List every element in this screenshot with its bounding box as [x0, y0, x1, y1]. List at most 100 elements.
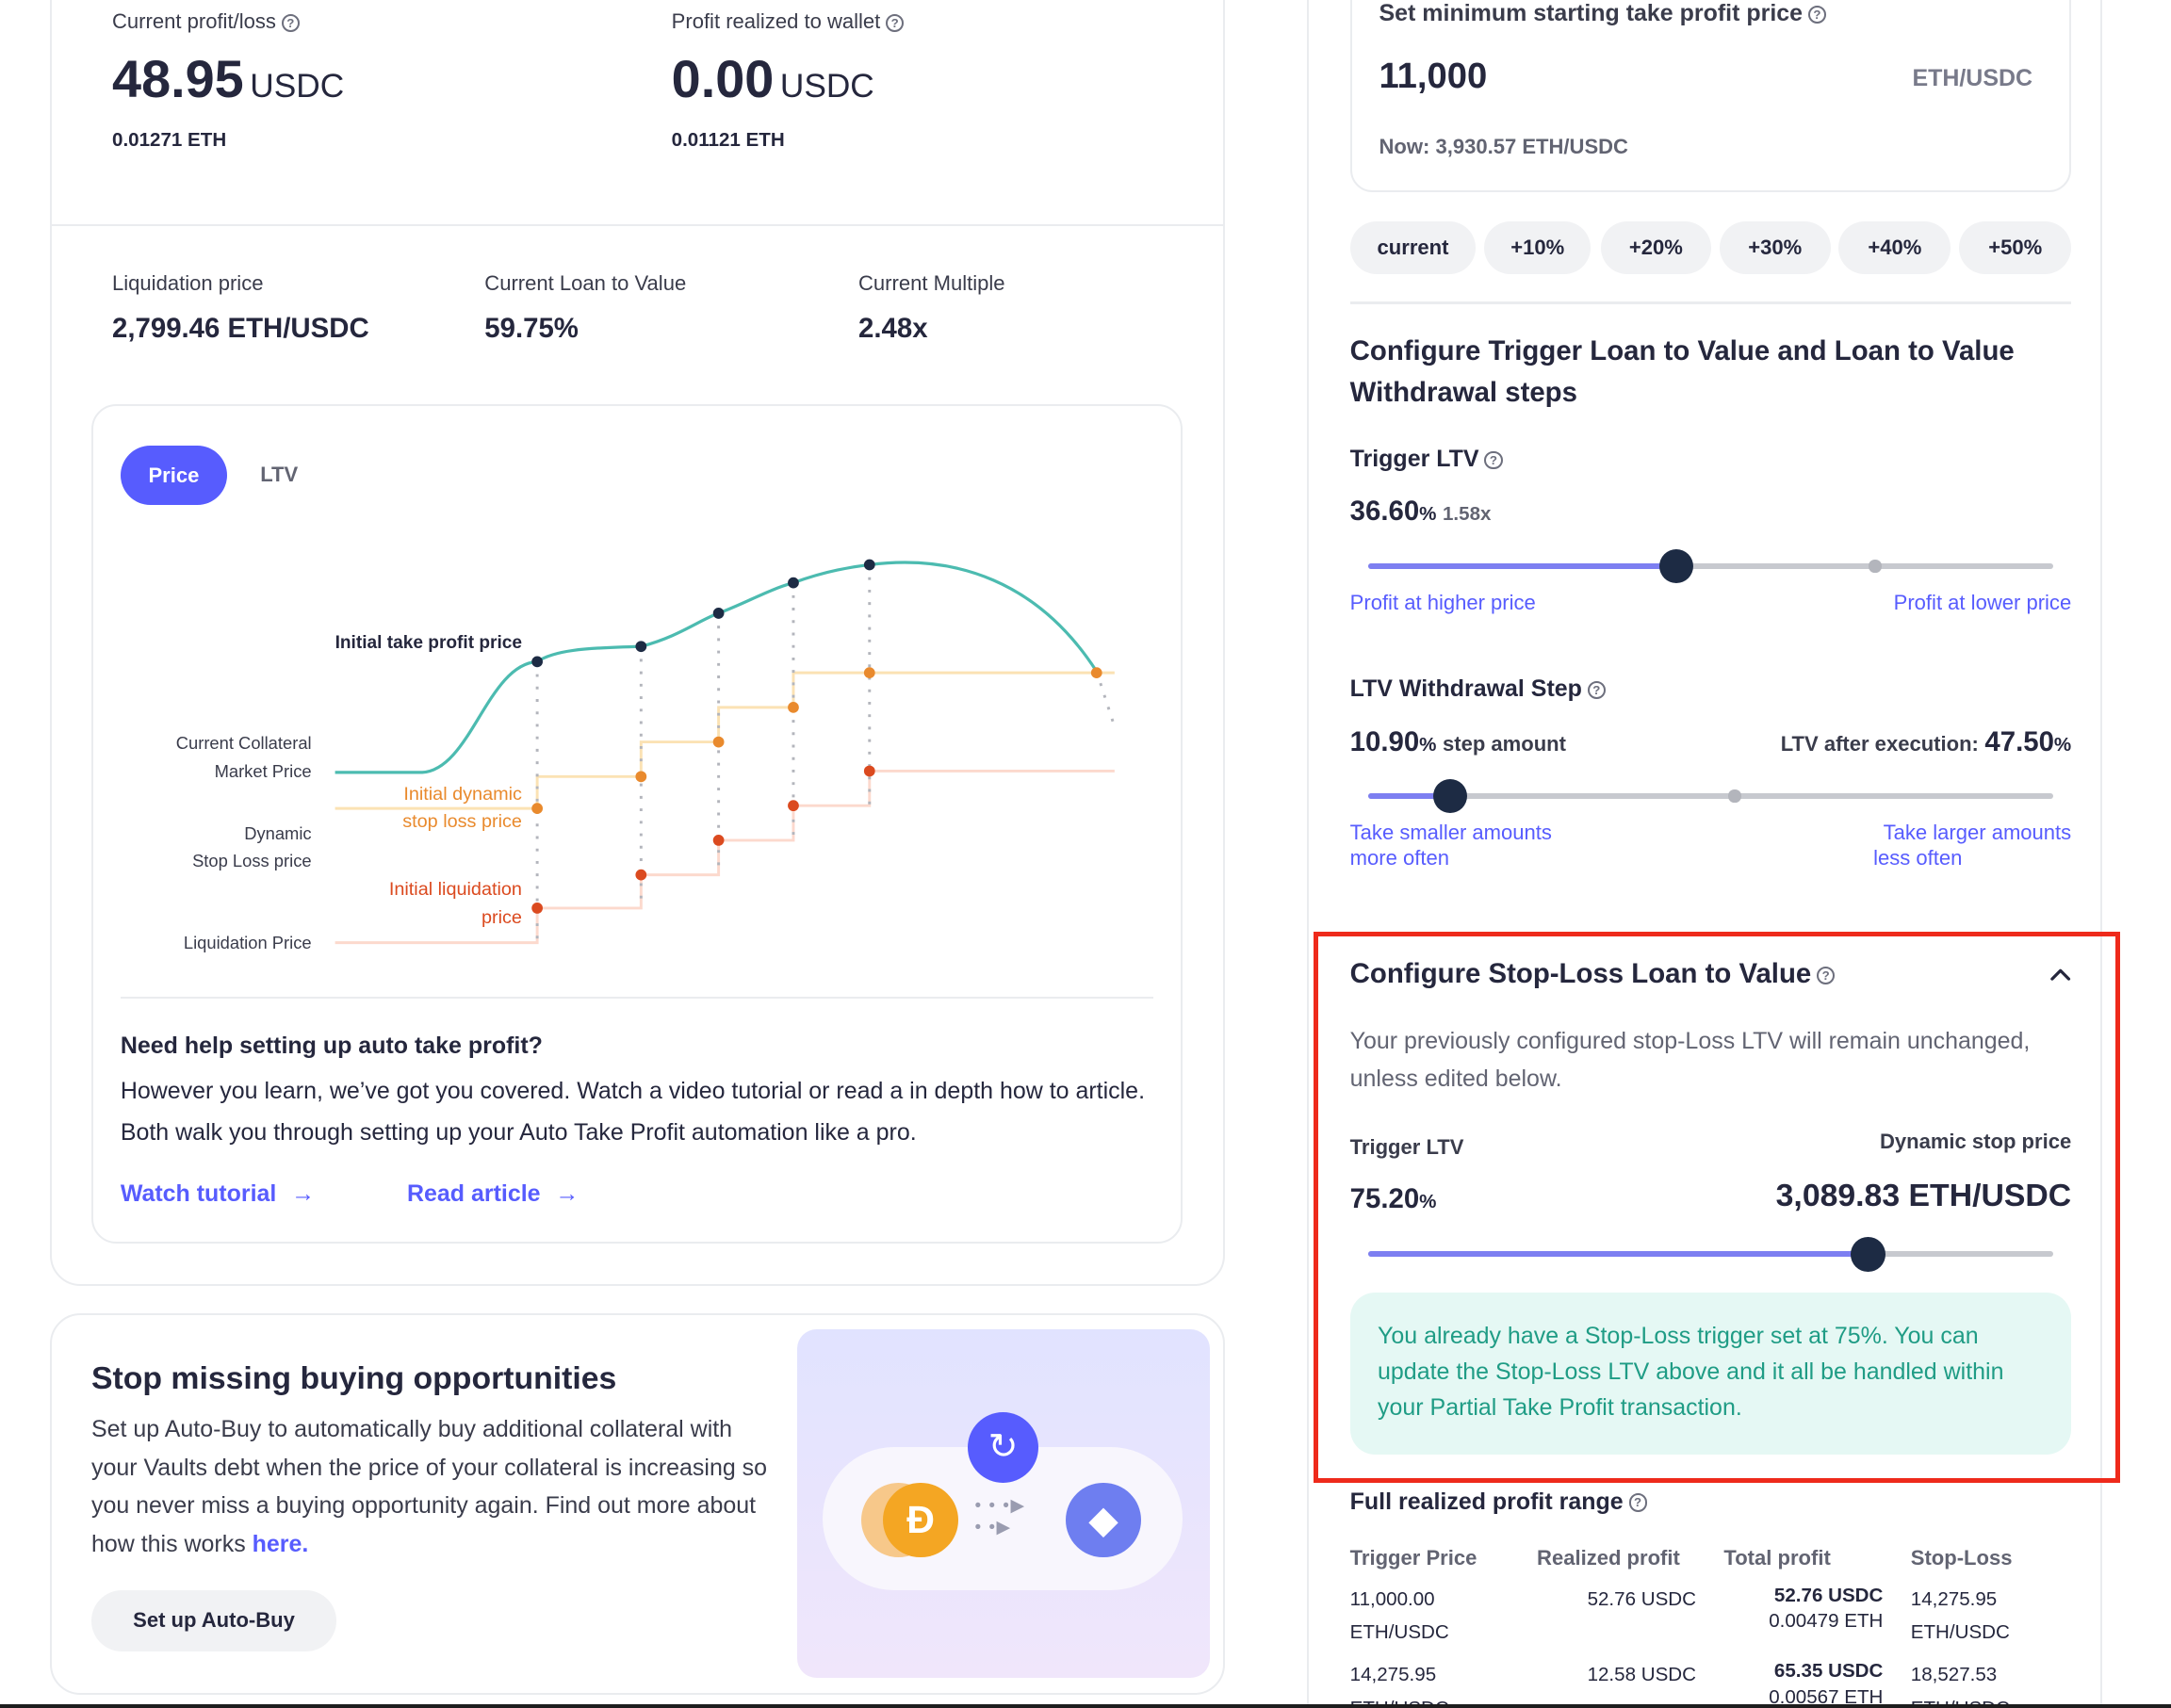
autobuy-body-text: Set up Auto-Buy to automatically buy add…: [90, 1416, 768, 1557]
liquidation-value: 2,799.46 ETH/USDC: [112, 312, 369, 344]
help-icon[interactable]: ?: [1817, 966, 1836, 984]
ltv-step-number: 10.90: [1349, 726, 1420, 758]
multiple-label: Current Multiple: [858, 271, 1005, 295]
row-stop-loss-line1: 14,275.95: [1910, 1587, 1998, 1610]
take-profit-price-pair: ETH/USDC: [1912, 65, 2033, 92]
take-profit-diagram: [335, 559, 1117, 945]
trigger-ltv-label: Trigger LTV?: [1350, 446, 1503, 473]
liquidation-stat: Liquidation price 2,799.46 ETH/USDC: [112, 271, 369, 345]
row-trigger-price-line2: ETH/USDC: [1350, 1692, 1449, 1708]
help-icon[interactable]: ?: [1807, 5, 1827, 24]
setup-autobuy-button[interactable]: Set up Auto-Buy: [90, 1590, 337, 1651]
help-icon[interactable]: ?: [1628, 1493, 1647, 1512]
arrow-right-icon: →: [291, 1180, 316, 1208]
ltv-step-slider[interactable]: [1367, 778, 2054, 814]
trigger-ltv-value: 36.60% 1.58x: [1350, 496, 1492, 528]
refresh-icon: ↻: [968, 1411, 1039, 1483]
larger-amounts-line1: Take larger amounts: [1883, 821, 2072, 845]
preset-plus-40[interactable]: +40%: [1838, 221, 1951, 274]
ltv-step-sub: step amount: [1443, 732, 1566, 756]
dynamic-stop-value: 3,089.83 ETH/USDC: [1775, 1178, 2072, 1214]
preset-current[interactable]: current: [1349, 221, 1477, 274]
card-divider: [51, 224, 1224, 227]
help-icon[interactable]: ?: [1484, 451, 1503, 470]
right-panel-border: [1307, 0, 1310, 1708]
section-divider: [1349, 301, 2072, 304]
preset-plus-10[interactable]: +10%: [1484, 221, 1592, 274]
row-stop-loss: 18,527.53 ETH/USDC: [1911, 1658, 2010, 1708]
row-trigger-price: 14,275.95 ETH/USDC: [1350, 1658, 1449, 1708]
take-profit-markers: [531, 559, 875, 668]
autobuy-illustration: ↻ Ð • • •▶ • •▶ ◆: [797, 1328, 1211, 1678]
row-stop-loss-line2: ETH/USDC: [1910, 1620, 2010, 1643]
read-article-link[interactable]: Read article →: [407, 1180, 579, 1208]
ltv-label: Current Loan to Value: [484, 271, 687, 295]
arrow-right-icon: →: [555, 1180, 579, 1208]
ltv-step-label: LTV Withdrawal Step?: [1350, 675, 1606, 703]
label-dynamic-stop-line2: stop loss price: [402, 811, 522, 833]
trigger-ltv-label-text: Trigger LTV: [1349, 446, 1479, 473]
profit-realized-unit: USDC: [779, 67, 874, 105]
label-dynamic-stop: Initial dynamic stop loss price: [321, 781, 522, 837]
smaller-amounts-line1: Take smaller amounts: [1349, 821, 1552, 845]
larger-amounts-line2: less often: [1873, 845, 1963, 870]
larger-amounts-label: Take larger amounts less often: [1841, 821, 2071, 870]
label-collateral: Current Collateral Market Price: [111, 729, 312, 785]
preset-plus-30[interactable]: +30%: [1719, 221, 1831, 274]
ltv-after-label: LTV after execution:: [1780, 732, 1979, 756]
transfer-arrow-icon: • • •▶ • •▶: [974, 1495, 1026, 1538]
ltv-step-value: 10.90% step amount: [1350, 726, 1566, 758]
trigger-ltv-multiple: 1.58x: [1443, 503, 1492, 526]
ltv-step-label-text: LTV Withdrawal Step: [1349, 675, 1582, 703]
tab-price[interactable]: Price: [120, 446, 227, 506]
row-total-profit: 65.35 USDC 0.00567 ETH: [1723, 1658, 1883, 1708]
trigger-ltv-slider-handle[interactable]: [1658, 548, 1694, 584]
stop-loss-slider[interactable]: [1367, 1236, 2054, 1272]
multiple-value: 2.48x: [858, 312, 928, 344]
take-profit-now: Now: 3,930.57 ETH/USDC: [1379, 134, 1628, 158]
row-total-profit-eth: 0.00479 ETH: [1769, 1610, 1884, 1633]
liquidation-markers: [531, 765, 875, 914]
watch-tutorial-label: Watch tutorial: [120, 1180, 277, 1208]
stop-loss-slider-handle[interactable]: [1851, 1236, 1886, 1272]
row-realized-profit: 52.76 USDC: [1587, 1587, 1696, 1610]
label-initial-liquidation: Initial liquidation price: [321, 876, 522, 932]
take-profit-price-label: Set minimum starting take profit price?: [1379, 0, 1827, 27]
watch-tutorial-link[interactable]: Watch tutorial →: [121, 1180, 315, 1208]
stop-loss-title[interactable]: Configure Stop-Loss Loan to Value?: [1350, 958, 1836, 990]
ltv-step-slider-handle[interactable]: [1432, 778, 1468, 814]
take-profit-price-value[interactable]: 11,000: [1379, 55, 1488, 96]
label-liquidation: Liquidation Price: [183, 933, 312, 953]
row-total-profit-usdc: 65.35 USDC: [1773, 1660, 1884, 1683]
help-icon[interactable]: ?: [886, 13, 905, 32]
label-take-profit: Initial take profit price: [335, 632, 522, 653]
row-stop-loss-line2: ETH/USDC: [1911, 1692, 2010, 1708]
trigger-ltv-slider[interactable]: [1367, 548, 2054, 584]
label-stop-loss-line2: Stop Loss price: [192, 851, 312, 871]
stop-loss-slider-fill: [1367, 1251, 1869, 1258]
chart-divider: [120, 996, 1153, 1000]
stop-loss-highlight: [1314, 931, 2120, 1483]
label-collateral-line2: Market Price: [214, 760, 312, 781]
profit-realized-value: 0.00: [671, 48, 775, 108]
ltv-after-execution: LTV after execution: 47.50%: [1703, 726, 2072, 758]
trigger-ltv-percent: %: [1419, 503, 1437, 526]
chevron-up-icon[interactable]: [2047, 961, 2074, 988]
autobuy-body: Set up Auto-Buy to automatically buy add…: [91, 1410, 770, 1563]
help-title: Need help setting up auto take profit?: [120, 1033, 543, 1060]
row-total-profit-usdc: 52.76 USDC: [1773, 1584, 1884, 1606]
configure-title: Configure Trigger Loan to Value and Loan…: [1349, 335, 2015, 409]
range-title: Full realized profit range?: [1350, 1488, 1647, 1516]
help-icon[interactable]: ?: [1587, 680, 1606, 700]
help-icon[interactable]: ?: [281, 13, 300, 32]
autobuy-here-link[interactable]: here.: [252, 1530, 309, 1557]
trigger-ltv-max-marker: [1869, 560, 1882, 573]
stop-loss-trigger-value: 75.20%: [1350, 1183, 1437, 1215]
tab-ltv[interactable]: LTV: [260, 462, 299, 486]
preset-plus-20[interactable]: +20%: [1600, 221, 1712, 274]
profit-realized-label: Profit realized to wallet: [671, 9, 881, 34]
take-profit-price-input[interactable]: [1349, 0, 2072, 193]
range-title-text: Full realized profit range: [1349, 1488, 1624, 1515]
preset-plus-50[interactable]: +50%: [1959, 221, 2072, 274]
ltv-after-percent: %: [2053, 734, 2072, 756]
